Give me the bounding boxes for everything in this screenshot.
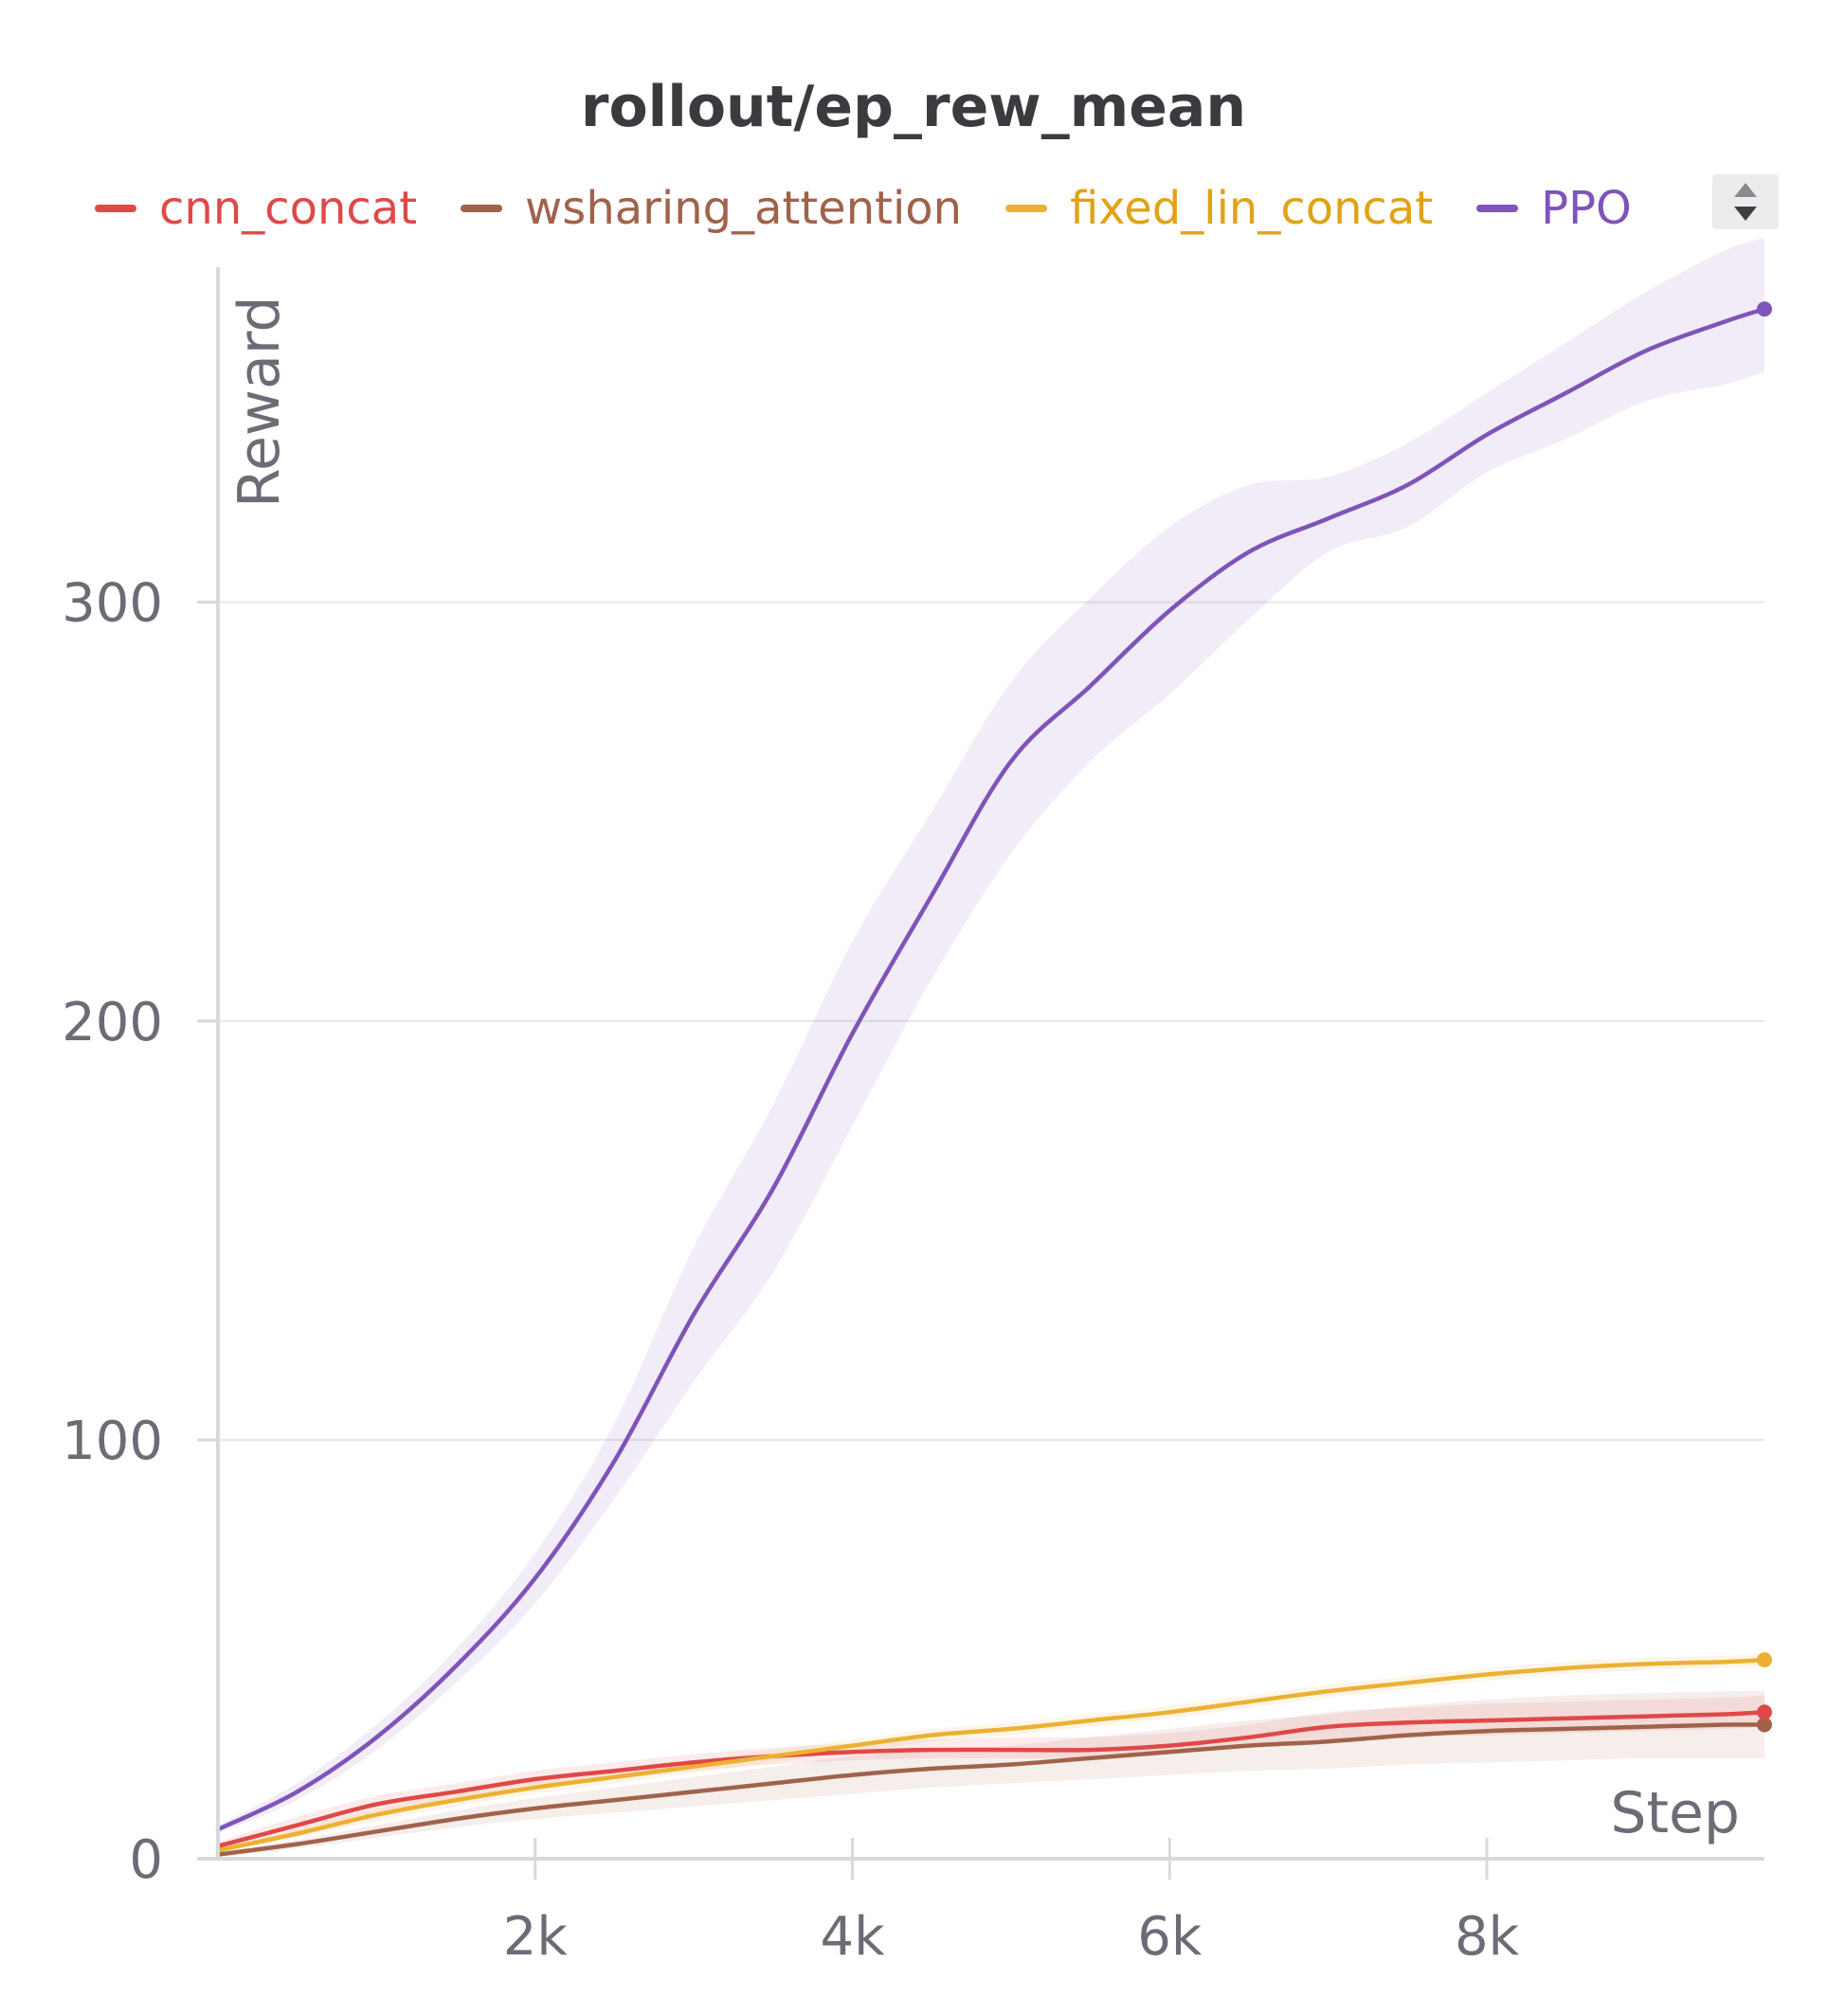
- legend-item-ppo[interactable]: PPO: [1476, 182, 1632, 235]
- x-axis-title: Step: [1610, 1780, 1740, 1846]
- legend-item-fixed-lin-concat[interactable]: fixed_lin_concat: [1005, 182, 1433, 235]
- line-wsharing-attention[interactable]: [215, 1722, 1767, 1857]
- legend-scroll-button[interactable]: [1712, 174, 1779, 229]
- endpoint-ppo: [1757, 301, 1772, 317]
- line-ppo[interactable]: [215, 306, 1767, 1832]
- legend-item-wsharing-attention[interactable]: wsharing_attention: [461, 182, 962, 235]
- band-ppo: [218, 238, 1764, 1834]
- x-tick-label: 4k: [821, 1906, 886, 1968]
- legend: cnn_concat wsharing_attention fixed_lin_…: [95, 171, 1675, 246]
- endpoint-wsharing-attention: [1757, 1717, 1772, 1733]
- confidence-bands: [218, 238, 1764, 1857]
- endpoint-fixed-lin-concat: [1757, 1652, 1772, 1667]
- legend-item-cnn-concat[interactable]: cnn_concat: [95, 182, 417, 235]
- y-tick-label: 200: [62, 992, 163, 1053]
- legend-label-fixed-lin-concat: fixed_lin_concat: [1070, 182, 1434, 235]
- legend-swatch-cnn-concat: [95, 205, 136, 212]
- x-tick-label: 8k: [1455, 1906, 1520, 1968]
- ticks: 0 100 200 300 2k 4k 6k 8k: [62, 573, 1520, 1968]
- y-axis-title: Reward: [226, 297, 293, 508]
- legend-label-cnn-concat: cnn_concat: [159, 182, 418, 235]
- chart-title: rollout/ep_rew_mean: [580, 74, 1247, 140]
- y-tick-label: 0: [129, 1829, 163, 1891]
- gridlines: [218, 601, 1764, 1441]
- legend-swatch-wsharing-attention: [461, 205, 503, 212]
- legend-swatch-ppo: [1476, 205, 1519, 212]
- x-tick-label: 6k: [1137, 1906, 1203, 1968]
- y-tick-label: 300: [62, 573, 163, 635]
- band-wsharing-attention: [218, 1691, 1764, 1857]
- line-cnn-concat[interactable]: [215, 1710, 1767, 1848]
- endpoint-cnn-concat: [1757, 1704, 1772, 1720]
- axes: [197, 267, 1764, 1861]
- legend-label-wsharing-attention: wsharing_attention: [525, 182, 963, 235]
- up-down-caret-icon: [1734, 183, 1757, 221]
- series-lines: [215, 301, 1772, 1857]
- legend-swatch-fixed-lin-concat: [1005, 205, 1048, 212]
- y-tick-label: 100: [62, 1411, 163, 1472]
- line-fixed-lin-concat[interactable]: [215, 1657, 1767, 1853]
- x-tick-label: 2k: [503, 1906, 569, 1968]
- legend-label-ppo: PPO: [1541, 182, 1632, 235]
- band-cnn-concat: [218, 1695, 1764, 1851]
